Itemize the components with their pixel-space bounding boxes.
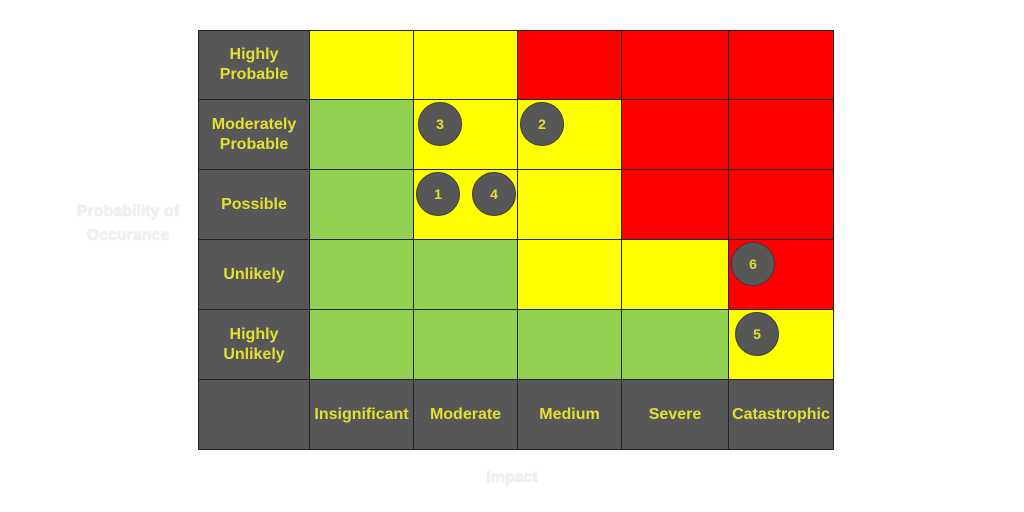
risk-cell <box>309 239 414 310</box>
row-header: Unlikely <box>198 239 310 310</box>
risk-cell <box>413 30 518 100</box>
column-header: Moderate <box>413 379 518 450</box>
risk-marker: 4 <box>472 172 516 216</box>
risk-marker: 6 <box>731 242 775 286</box>
y-axis-label: Probability of Occurance <box>76 203 180 244</box>
row-header: Moderately Probable <box>198 99 310 170</box>
risk-cell: 3 <box>413 99 518 170</box>
matrix-row: Possible 1 4 <box>198 169 834 240</box>
risk-cell <box>309 309 414 380</box>
column-header: Insignificant <box>309 379 414 450</box>
risk-cell <box>309 99 414 170</box>
matrix-row: Highly Probable <box>198 30 834 100</box>
risk-cell <box>517 309 622 380</box>
risk-cell <box>728 99 834 170</box>
column-header: Medium <box>517 379 622 450</box>
risk-cell <box>309 30 414 100</box>
matrix-row: Moderately Probable 3 2 <box>198 99 834 170</box>
row-header: Possible <box>198 169 310 240</box>
risk-cell <box>621 239 729 310</box>
risk-cell: 6 <box>728 239 834 310</box>
matrix-row: Unlikely 6 <box>198 239 834 310</box>
risk-cell <box>517 239 622 310</box>
corner-cell <box>198 379 310 450</box>
risk-matrix: Highly Probable Moderately Probable 3 2 Possib… <box>198 30 834 450</box>
risk-marker: 1 <box>416 172 460 216</box>
risk-cell <box>621 99 729 170</box>
row-header: Highly Unlikely <box>198 309 310 380</box>
risk-cell <box>309 169 414 240</box>
risk-cell <box>413 239 518 310</box>
matrix-row: Highly Unlikely 5 <box>198 309 834 380</box>
risk-marker: 2 <box>520 102 564 146</box>
x-axis-label: Impact <box>486 469 538 486</box>
risk-marker: 3 <box>418 102 462 146</box>
column-header: Catastrophic <box>728 379 834 450</box>
risk-cell <box>728 169 834 240</box>
risk-cell: 5 <box>728 309 834 380</box>
risk-cell <box>621 309 729 380</box>
row-header: Highly Probable <box>198 30 310 100</box>
column-header: Severe <box>621 379 729 450</box>
risk-cell <box>517 30 622 100</box>
risk-cell <box>413 309 518 380</box>
risk-cell <box>621 30 729 100</box>
risk-cell <box>621 169 729 240</box>
risk-cell <box>517 169 622 240</box>
risk-marker: 5 <box>735 312 779 356</box>
risk-cell <box>728 30 834 100</box>
risk-cell: 2 <box>517 99 622 170</box>
column-header-row: Insignificant Moderate Medium Severe Catastr… <box>198 379 834 450</box>
